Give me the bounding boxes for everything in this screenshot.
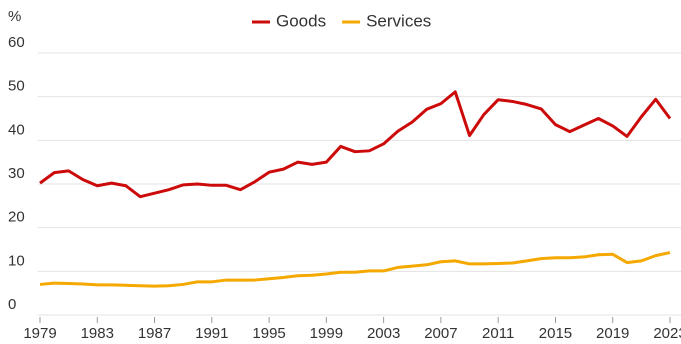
y-tick-label: 40 <box>8 121 25 138</box>
x-tick-label: 2011 <box>482 325 514 342</box>
y-tick-label: 0 <box>8 296 16 313</box>
y-tick-label: 30 <box>8 165 25 182</box>
x-tick-label: 1995 <box>252 325 285 342</box>
line <box>39 251 671 288</box>
x-tick-label: 2023 <box>653 325 681 342</box>
x-tick-label: 1979 <box>23 325 56 342</box>
legend-label: Services <box>366 11 431 30</box>
y-tick-label: 20 <box>8 209 25 226</box>
x-tick-label: 2019 <box>596 325 629 342</box>
x-tick-label: 1983 <box>81 325 114 342</box>
legend: Goods Services <box>252 11 431 30</box>
x-tick-label: 1991 <box>195 325 228 342</box>
x-tick-label: 2003 <box>367 325 400 342</box>
legend-label: Goods <box>276 11 326 30</box>
y-tick-label: 50 <box>8 78 25 95</box>
y-tick-label: 10 <box>8 252 25 269</box>
x-tick-label: 1987 <box>138 325 171 342</box>
y-tick-label: 60 <box>8 34 25 51</box>
x-tick-label: 1999 <box>310 325 343 342</box>
y-axis-label: % <box>8 8 21 25</box>
x-tick-label: 2007 <box>424 325 457 342</box>
line <box>39 90 672 199</box>
x-tick-label: 2015 <box>539 325 572 342</box>
